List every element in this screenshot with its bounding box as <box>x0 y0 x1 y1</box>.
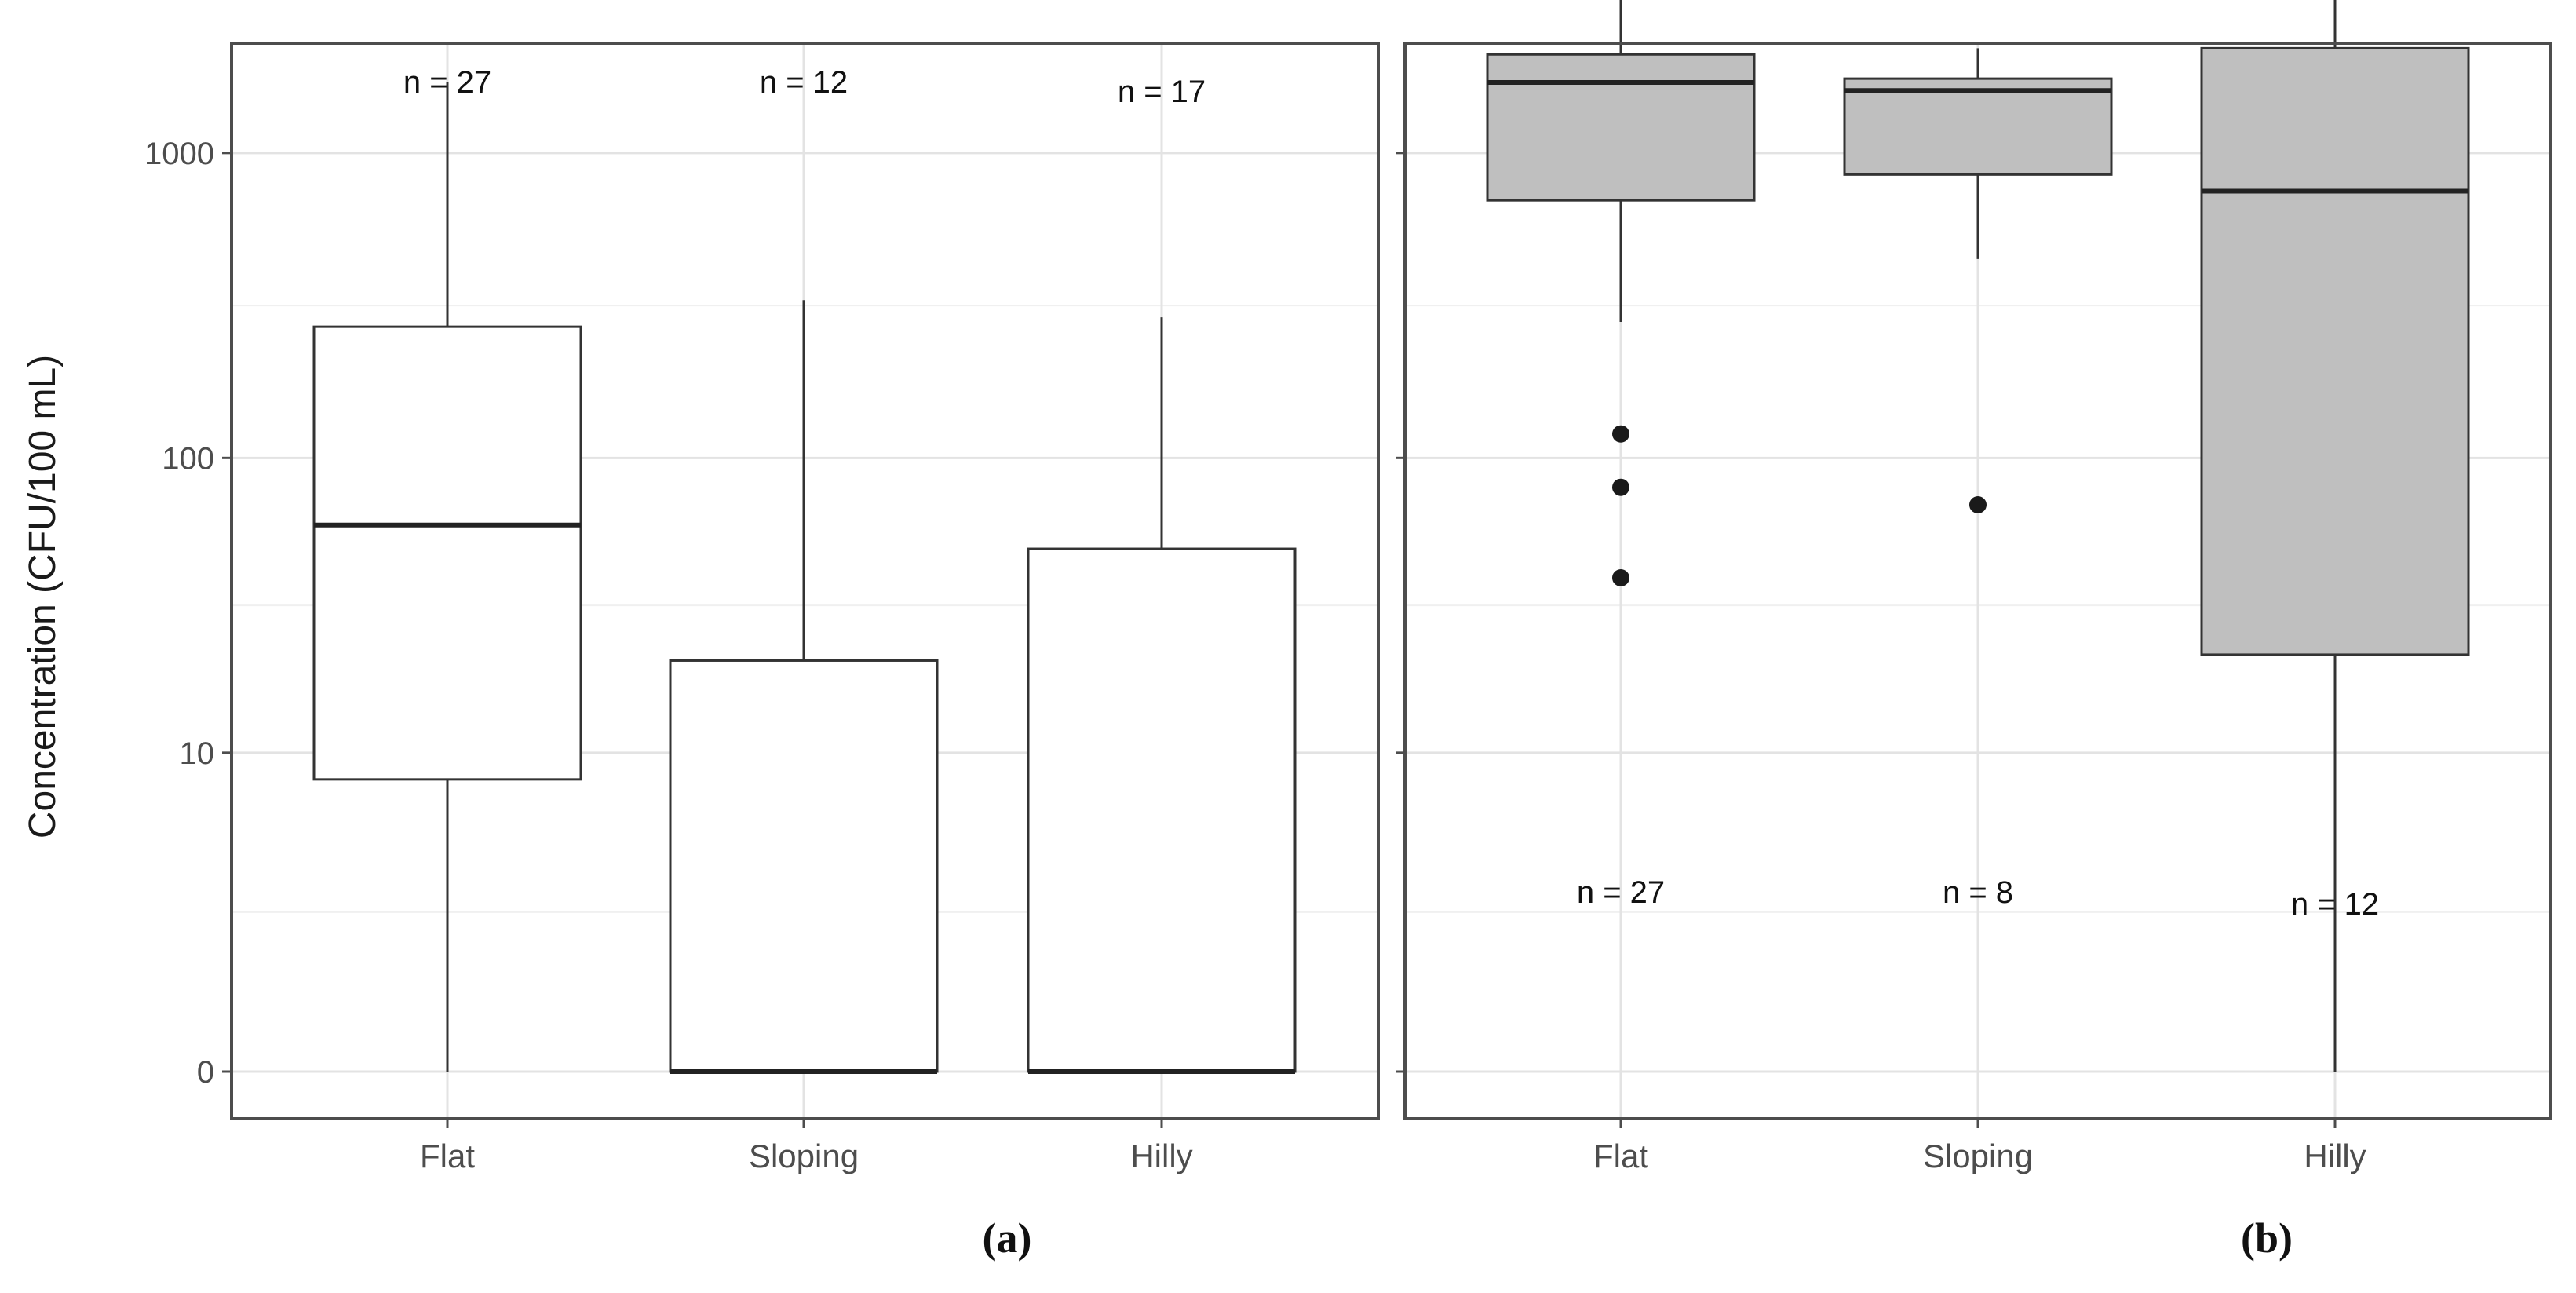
box-hilly <box>2200 0 2470 1072</box>
n-label: n = 12 <box>760 65 848 100</box>
panel-a: n = 27 n = 12 n = 17 0 10 100 1000 Flat Sloping H… <box>144 42 1380 1262</box>
outlier-point <box>1612 569 1629 587</box>
iqr-box <box>1843 77 2113 176</box>
iqr-box <box>2200 46 2470 656</box>
y-tick-label: 10 <box>180 736 215 771</box>
n-label: n = 17 <box>1118 75 1206 109</box>
panel-label: (b) <box>2241 1214 2293 1262</box>
x-tick-label: Hilly <box>2304 1138 2366 1174</box>
outlier-point <box>1612 425 1629 443</box>
box-sloping <box>669 300 939 1074</box>
panel-b: n = 27 n = 8 n = 12 Flat Sloping Hilly (b) <box>1396 0 2552 1262</box>
x-tick-label: Flat <box>420 1138 475 1174</box>
x-tick-label: Hilly <box>1130 1138 1192 1174</box>
n-label: n = 12 <box>2291 887 2379 922</box>
y-tick-label: 1000 <box>144 137 214 171</box>
iqr-box <box>1486 53 1756 202</box>
box-hilly <box>1027 317 1297 1074</box>
y-axis-label: Concentration (CFU/100 mL) <box>22 355 64 838</box>
panel-label: (a) <box>983 1214 1032 1262</box>
box-flat <box>1486 0 1756 587</box>
x-tick-label: Flat <box>1593 1138 1648 1174</box>
x-tick-label: Sloping <box>1923 1138 2033 1174</box>
iqr-box <box>1027 547 1297 1073</box>
n-label: n = 27 <box>1577 875 1665 910</box>
outlier-point <box>1969 496 1987 514</box>
iqr-box <box>312 325 582 781</box>
x-tick-label: Sloping <box>749 1138 859 1174</box>
box-flat <box>312 82 582 1072</box>
y-tick-label: 100 <box>162 441 214 476</box>
outlier-point <box>1612 478 1629 496</box>
box-sloping <box>1843 48 2113 514</box>
y-tick-label: 0 <box>197 1055 214 1090</box>
n-label: n = 27 <box>403 65 491 100</box>
iqr-box <box>669 659 939 1073</box>
n-label: n = 8 <box>1943 875 2013 910</box>
